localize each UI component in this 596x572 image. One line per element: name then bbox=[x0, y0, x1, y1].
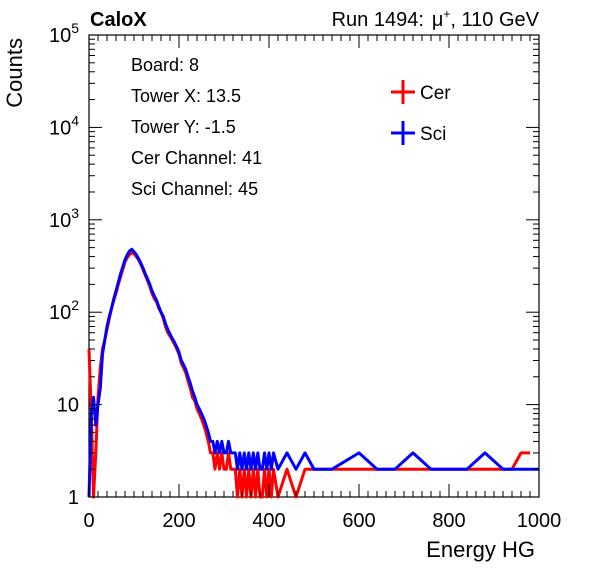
beam-charge: + bbox=[443, 7, 450, 21]
run-label: Run 1494: bbox=[332, 9, 424, 31]
tick-layer: 0 200 400 600 800 1000 1 10 102 103 104 105 bbox=[49, 20, 561, 532]
y-tick-label: 105 bbox=[49, 20, 79, 47]
beam-particle: μ bbox=[432, 9, 444, 31]
x-tick-label: 200 bbox=[162, 510, 195, 532]
info-line-4: Cer Channel: 41 bbox=[131, 148, 262, 168]
y-tick-label: 102 bbox=[49, 297, 79, 324]
info-box: Board: 8 Tower X: 13.5 Tower Y: -1.5 Cer Ch… bbox=[122, 48, 360, 199]
beam-energy: , 110 GeV bbox=[450, 9, 539, 31]
y-tick-label: 104 bbox=[49, 112, 79, 139]
x-axis-title: Energy HG bbox=[426, 537, 535, 562]
series-line-sci bbox=[87, 247, 539, 498]
info-line-2: Tower X: 13.5 bbox=[131, 86, 241, 106]
legend: Cer Sci bbox=[391, 80, 451, 145]
experiment-label: CaloX bbox=[90, 9, 147, 31]
x-tick-label: 0 bbox=[83, 510, 94, 532]
legend-label-sci: Sci bbox=[420, 124, 446, 145]
y-tick-label: 10 bbox=[57, 395, 79, 417]
x-tick-label: 800 bbox=[432, 510, 465, 532]
x-tick-label: 400 bbox=[252, 510, 285, 532]
y-tick-label: 103 bbox=[49, 205, 79, 232]
x-tick-label: 1000 bbox=[517, 510, 562, 532]
info-line-5: Sci Channel: 45 bbox=[131, 179, 258, 199]
legend-label-cer: Cer bbox=[420, 83, 451, 104]
series-layer bbox=[87, 247, 539, 499]
info-line-1: Board: 8 bbox=[131, 55, 199, 75]
info-box-background bbox=[122, 48, 360, 198]
info-line-3: Tower Y: -1.5 bbox=[131, 117, 236, 137]
y-tick-label: 1 bbox=[68, 487, 79, 509]
y-axis-title: Counts bbox=[2, 38, 27, 108]
x-tick-label: 600 bbox=[342, 510, 375, 532]
run-info: Run 1494: μ+, 110 GeV bbox=[332, 7, 540, 31]
